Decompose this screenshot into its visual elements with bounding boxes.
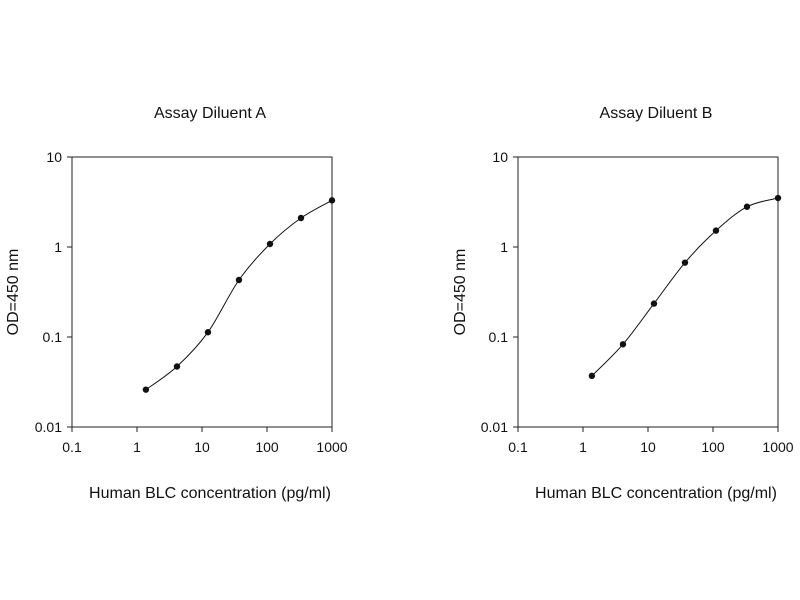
plot-frame <box>517 156 779 428</box>
x-tick-label: 10 <box>640 439 656 455</box>
y-tick-label: 10 <box>492 149 508 165</box>
chart-assay-diluent-a: Assay Diluent A0.1 1 10 100 10000.010.1110Hu… <box>5 105 348 502</box>
y-tick-label: 1 <box>500 239 508 255</box>
data-point <box>743 203 751 210</box>
x-tick-label: 0.1 <box>508 439 528 455</box>
x-axis-label: Human BLC concentration (pg/ml) <box>89 485 331 502</box>
data-point <box>266 240 274 248</box>
data-point <box>712 227 720 234</box>
chart-title: Assay Diluent A <box>154 105 266 122</box>
series-line <box>145 199 333 391</box>
series-line <box>591 197 779 377</box>
x-tick-label: 100 <box>255 439 279 455</box>
y-tick-label: 0.1 <box>489 329 509 345</box>
data-point <box>173 363 181 370</box>
x-tick-label: 1 <box>579 439 587 455</box>
data-point <box>297 214 305 222</box>
y-tick-label: 10 <box>46 149 62 165</box>
x-tick-label: 1000 <box>762 439 793 455</box>
chart-assay-diluent-b: Assay Diluent B0.1 1 10 100 10000.010.1110Hu… <box>452 105 794 502</box>
chart-title: Assay Diluent B <box>600 105 713 122</box>
y-tick-label: 0.01 <box>481 419 508 435</box>
y-axis-label: OD=450 nm <box>5 249 22 336</box>
x-tick-label: 10 <box>194 439 210 455</box>
y-tick-label: 1 <box>54 239 62 255</box>
y-tick-label: 0.01 <box>35 419 62 435</box>
data-point <box>235 276 243 284</box>
x-tick-label: 100 <box>701 439 725 455</box>
y-axis-label: OD=450 nm <box>452 249 469 336</box>
y-tick-label: 0.1 <box>43 329 63 345</box>
data-point <box>142 386 150 393</box>
data-point <box>619 341 627 348</box>
x-tick-label: 1000 <box>316 439 347 455</box>
data-point <box>328 197 336 204</box>
data-point <box>588 372 596 380</box>
data-point <box>774 194 782 202</box>
x-tick-label: 1 <box>133 439 141 455</box>
x-tick-label: 0.1 <box>62 439 82 455</box>
x-axis-label: Human BLC concentration (pg/ml) <box>535 485 777 502</box>
data-point <box>650 300 658 307</box>
plot-frame <box>71 156 333 428</box>
data-point <box>204 329 212 336</box>
data-point <box>681 259 689 266</box>
